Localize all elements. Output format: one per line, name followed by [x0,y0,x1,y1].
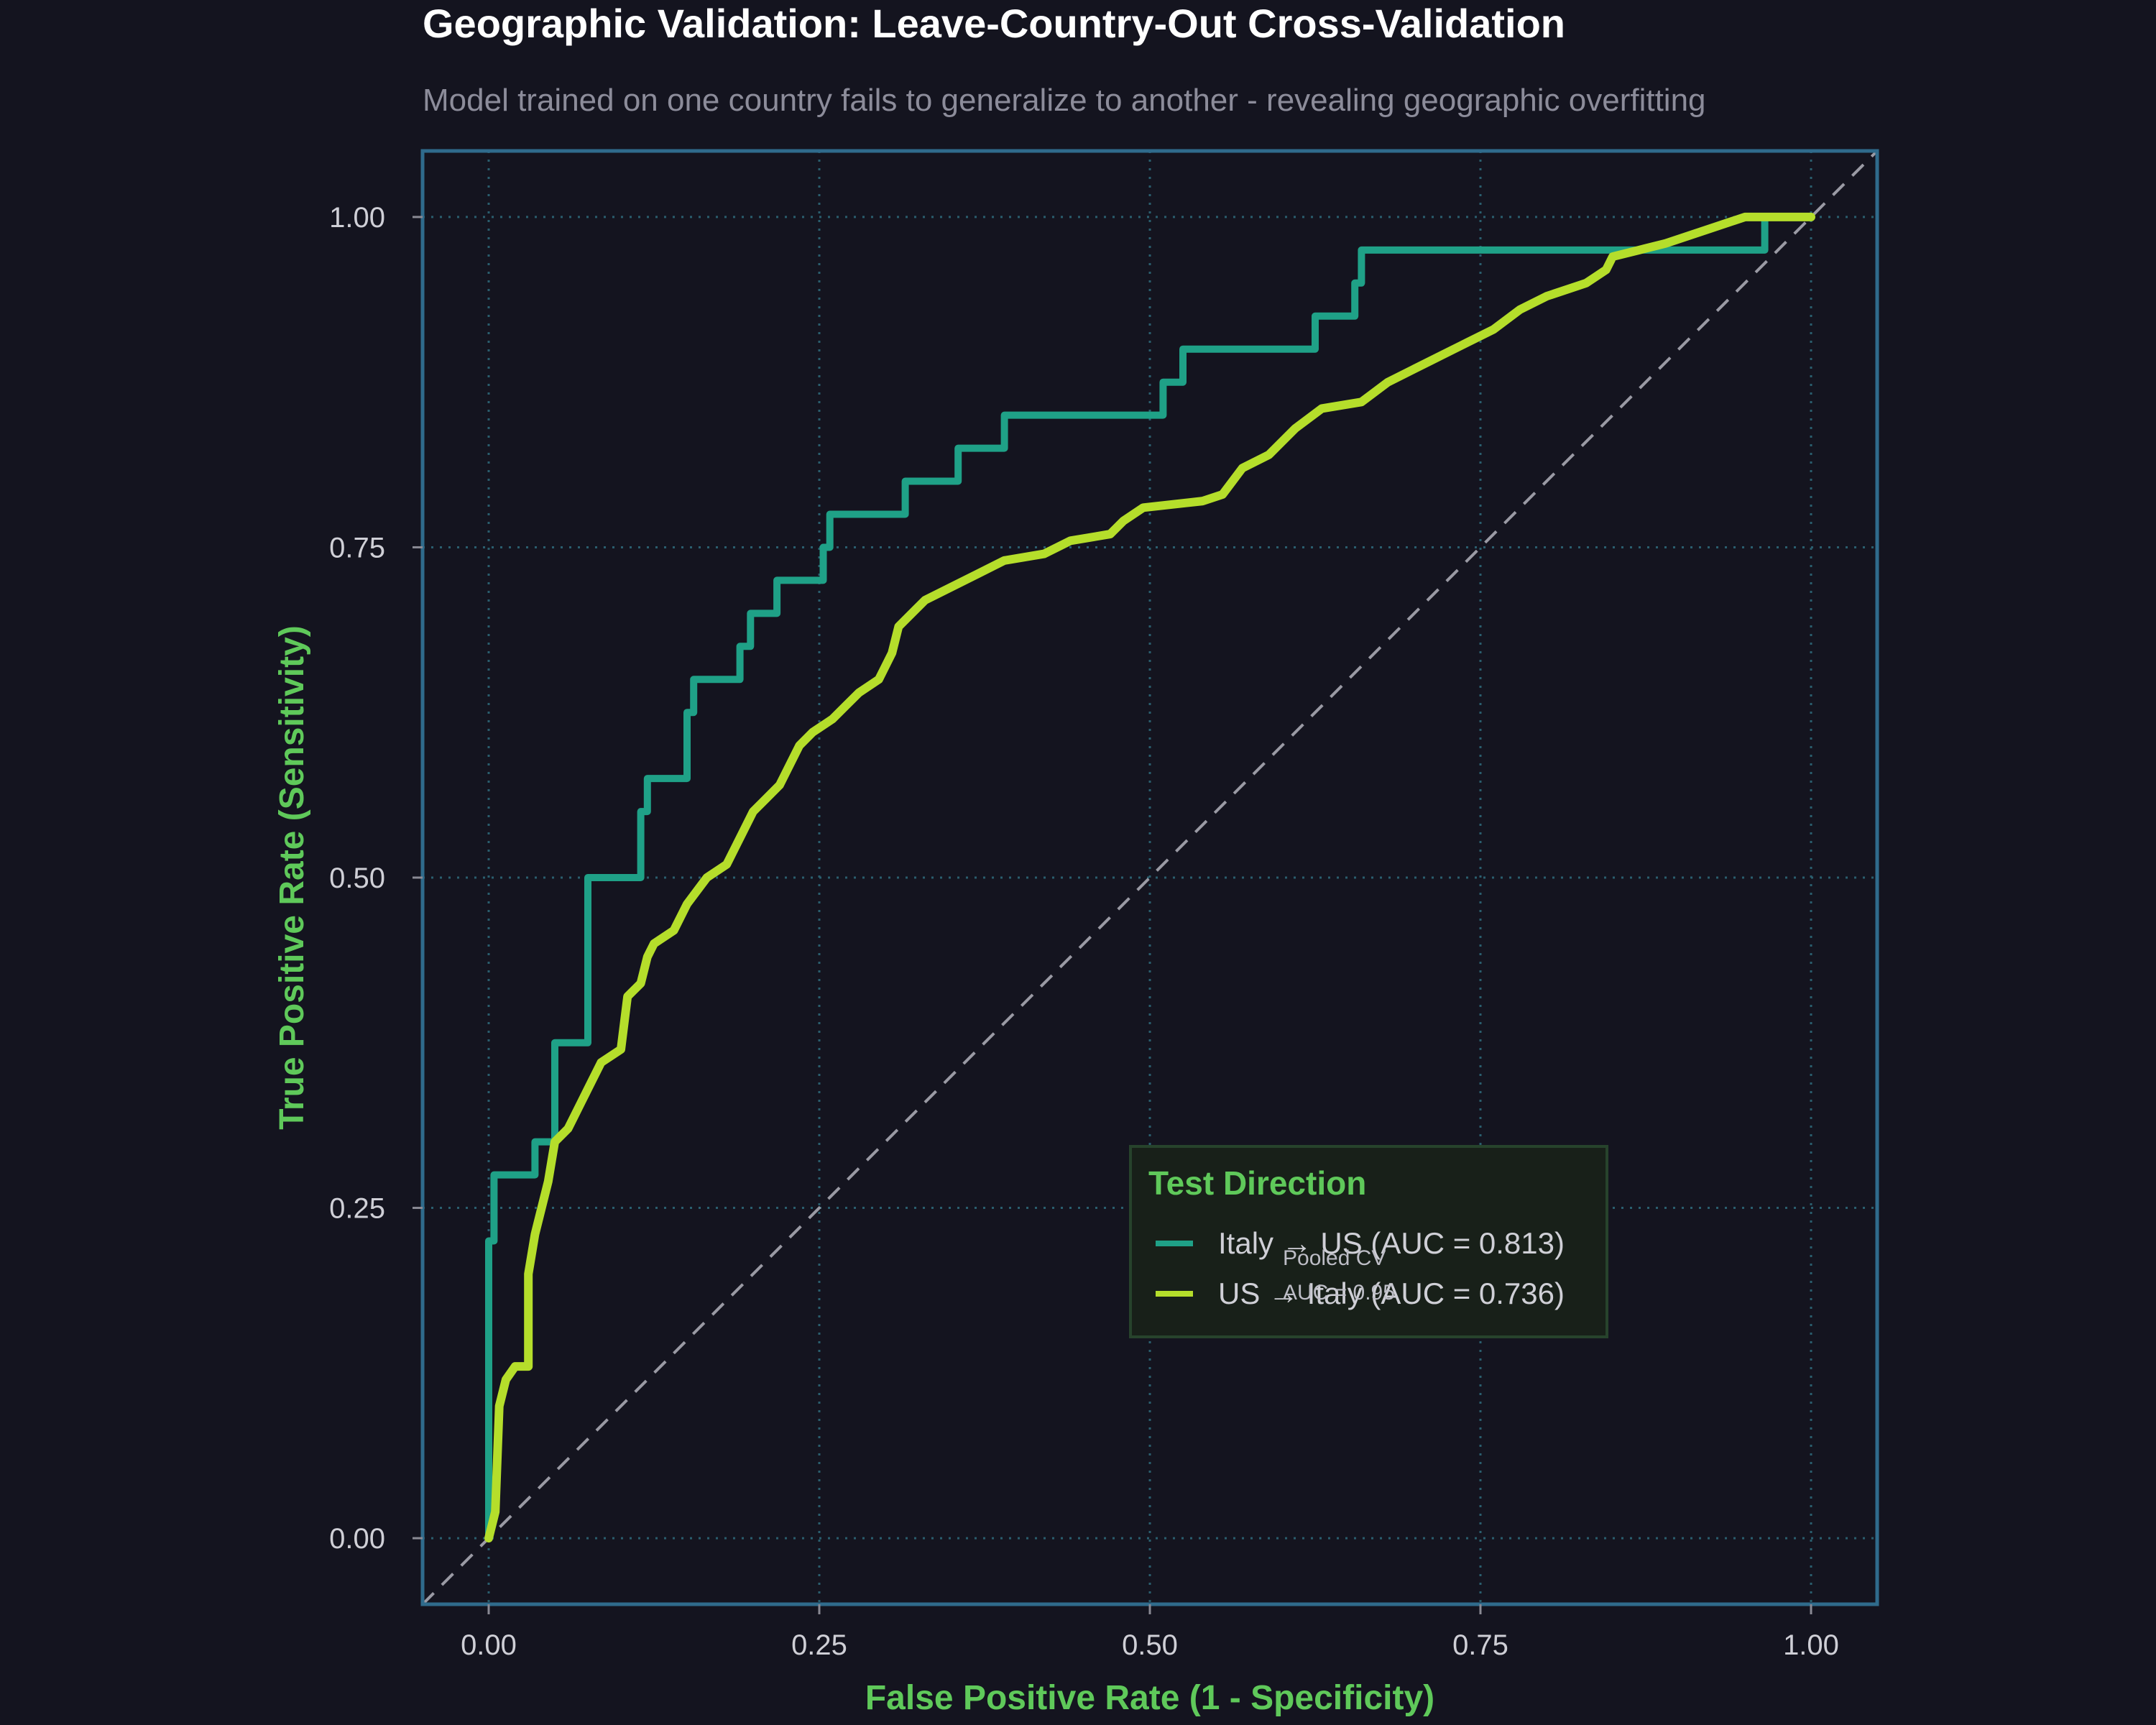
x-tick-label-3: 0.75 [1452,1629,1508,1661]
legend-label-us-italy: US → Italy (AUC = 0.736) [1218,1276,1565,1310]
legend-title: Test Direction [1148,1164,1366,1202]
x-tick-label-4: 1.00 [1783,1629,1839,1661]
x-axis-ticks: 0.00 0.25 0.50 0.75 1.00 [461,1604,1839,1661]
pooled-cv-annotation: Pooled CV AUC = 0.95 [1283,1246,1395,1305]
roc-curves [484,212,1815,1543]
series-line-italy-us [485,213,1815,1542]
chart-title: Geographic Validation: Leave-Country-Out… [423,1,1565,46]
y-tick-label-3: 0.75 [329,532,385,564]
annotation-line-1: Pooled CV [1283,1246,1386,1270]
legend-box [1129,1145,1608,1338]
grid-lines [423,151,1877,1604]
x-axis-title: False Positive Rate (1 - Specificity) [865,1679,1434,1717]
x-tick-label-2: 0.50 [1122,1629,1178,1661]
y-tick-label-1: 0.25 [329,1193,385,1225]
x-tick-label-0: 0.00 [461,1629,517,1661]
y-axis-title: True Positive Rate (Sensitivity) [273,625,311,1130]
y-tick-label-4: 1.00 [329,202,385,234]
y-axis-ticks: 0.00 0.25 0.50 0.75 1.00 [329,202,423,1555]
x-tick-label-1: 0.25 [791,1629,847,1661]
y-tick-label-2: 0.50 [329,862,385,894]
legend: Test Direction Italy → US (AUC = 0.813) … [1129,1145,1608,1338]
chart-subtitle: Model trained on one country fails to ge… [423,83,1706,118]
legend-label-italy-us: Italy → US (AUC = 0.813) [1218,1226,1565,1260]
chance-diagonal [421,150,1879,1606]
y-tick-label-0: 0.00 [329,1523,385,1555]
annotation-line-2: AUC = 0.95 [1283,1281,1395,1305]
series-line-us-italy [484,212,1815,1543]
